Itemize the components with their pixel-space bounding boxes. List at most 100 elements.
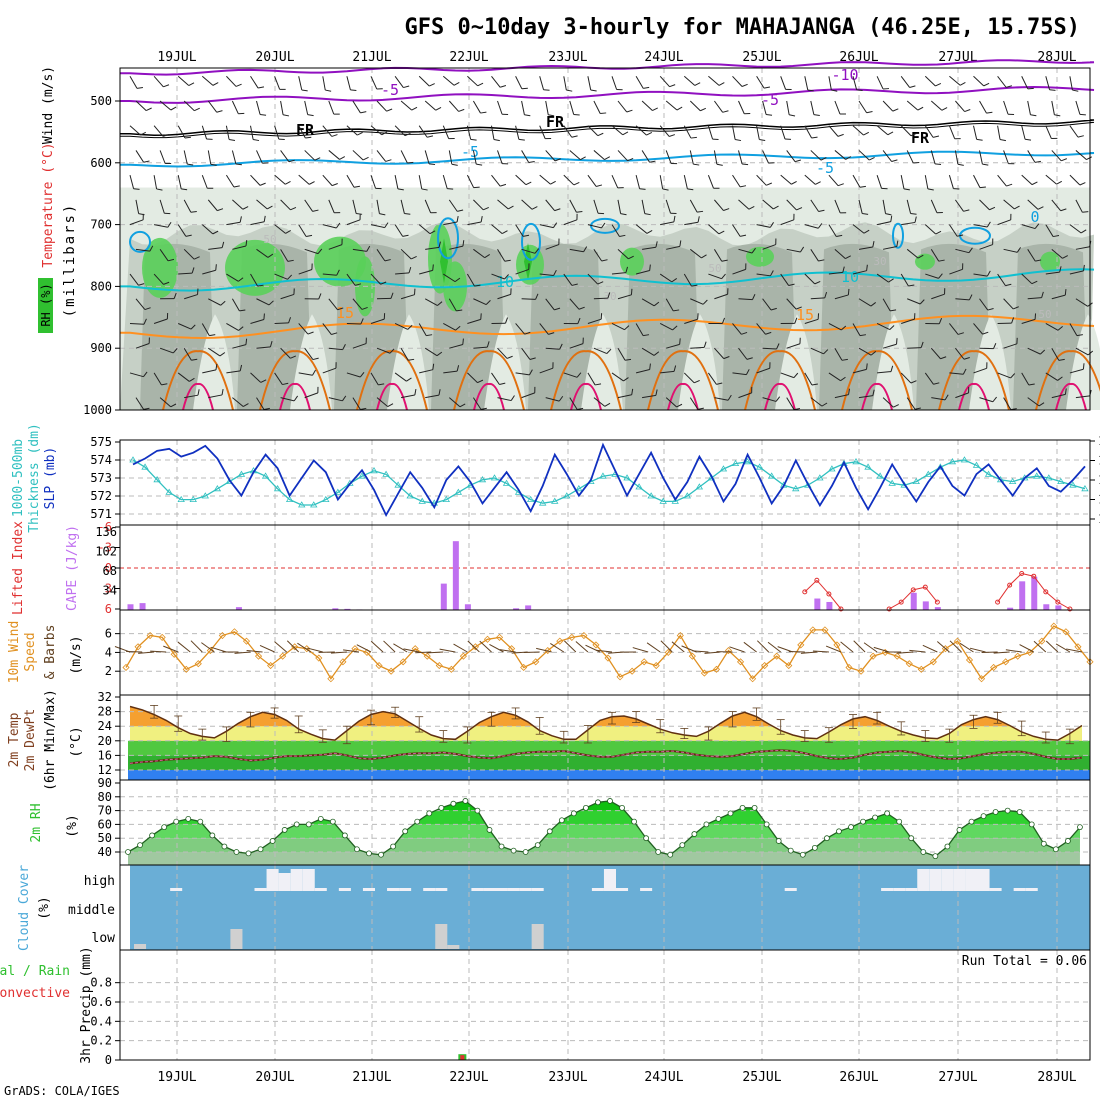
wind-barb	[1069, 270, 1084, 275]
thickness-marker	[189, 495, 197, 502]
wind-barb	[907, 347, 922, 349]
wind-barb-flag	[1083, 264, 1085, 271]
wind-barb	[322, 367, 337, 374]
contour-0-ring	[892, 222, 904, 249]
wind-barb	[930, 100, 943, 111]
wind-barb	[973, 273, 988, 277]
li-marker	[922, 584, 928, 590]
wind-barb	[250, 372, 262, 383]
wind-barb-flag	[842, 266, 845, 273]
wind-barb-flag	[920, 341, 924, 348]
wind-barb-flag	[331, 183, 338, 187]
wind-barb	[177, 125, 186, 139]
wind-barb-flag	[521, 87, 528, 90]
wind-barb	[883, 246, 897, 250]
wind-barb	[401, 394, 415, 399]
cloud-high-bar	[170, 888, 183, 891]
wind-barb	[280, 397, 295, 402]
wind-barb	[1027, 347, 1041, 355]
wind-barb	[1069, 76, 1073, 91]
thickness-marker	[659, 497, 667, 504]
wind-barb-flag	[421, 188, 428, 191]
wind-barb	[828, 271, 843, 275]
wind-barb-flag	[627, 157, 634, 162]
wind-barb-flag	[163, 84, 170, 88]
wind-barb	[611, 372, 624, 382]
rh2m-marker	[607, 798, 613, 804]
wind-barb	[930, 347, 941, 360]
wind10-speed-marker	[459, 652, 467, 660]
rh2m-marker	[269, 838, 276, 844]
thickness-marker	[237, 470, 246, 477]
thickness-marker	[876, 472, 884, 479]
wind-barb-flag	[429, 83, 435, 87]
cape-bar	[332, 608, 339, 610]
wind-barb-flag	[957, 163, 964, 166]
wind-barb	[906, 100, 919, 111]
wind-barb-flag	[655, 241, 658, 248]
wind-barb	[376, 199, 380, 214]
wind-barb	[1051, 100, 1055, 115]
wind-barb-flag	[284, 181, 291, 185]
wind-barb-flag	[317, 248, 323, 254]
wind-barb	[442, 175, 448, 189]
wind-barb	[948, 125, 956, 139]
wind-barb-flag	[458, 108, 465, 112]
wind10-barb	[873, 646, 890, 653]
wind-barb-flag	[845, 255, 851, 260]
rh-green-blob	[225, 239, 285, 296]
wind-barb-flag	[643, 86, 650, 89]
wind-barb	[346, 174, 355, 188]
rh2m-marker	[137, 842, 143, 848]
thick-label-c: SLP (mb)	[43, 447, 58, 510]
wind-barb-flag	[935, 82, 942, 87]
wind-barb-flag	[190, 210, 197, 213]
wind-barb-flag	[872, 240, 875, 248]
wind-barb-flag	[528, 161, 535, 163]
wind-barb-flag	[1028, 383, 1035, 386]
wind-barb-flag	[216, 110, 223, 113]
wind-barb	[370, 125, 383, 136]
wind-barb	[159, 199, 165, 214]
wind-barb	[1027, 100, 1031, 115]
upper-label-pressure: (millibars)	[62, 203, 78, 318]
wind-barb	[924, 224, 936, 235]
wind-barb-flag	[167, 258, 175, 262]
t2m-label-c: (6hr Min/Max)	[43, 689, 58, 791]
rh2m-marker	[619, 804, 625, 811]
wind-barb	[280, 100, 284, 115]
panel-frame	[119, 67, 1091, 411]
wind-barb	[1069, 368, 1084, 374]
wind-barb-flag	[1038, 402, 1045, 407]
li-marker	[898, 599, 904, 605]
wind-barb	[231, 100, 239, 114]
wind-barb	[587, 174, 597, 187]
thickness-marker	[695, 483, 704, 490]
thickness-marker	[852, 458, 860, 465]
wind-barb-flag	[940, 356, 947, 360]
wind-barb	[858, 395, 873, 399]
wind-barb-flag	[938, 273, 943, 279]
wind-barb	[424, 298, 438, 306]
wind-barb-flag	[504, 259, 511, 262]
wind10-barb	[729, 646, 745, 653]
wind-barb	[515, 125, 520, 140]
wind-barb-flag	[432, 264, 434, 271]
contour-label: 15	[796, 306, 814, 324]
wind-barb-flag	[193, 256, 200, 260]
rh2m-marker	[329, 818, 336, 825]
thickness-marker	[141, 463, 149, 470]
wind-barb	[1027, 397, 1040, 407]
wind-barb	[1075, 395, 1090, 399]
wind-barb-flag	[350, 89, 357, 92]
wind10-barb	[210, 646, 227, 653]
wind-barb	[231, 150, 237, 165]
wind-barb	[466, 273, 475, 287]
wind-barb-flag	[269, 340, 273, 347]
wind-barb	[828, 125, 839, 137]
wind-barb	[882, 150, 893, 162]
cloud-high-bar	[989, 888, 1002, 891]
cape-bar	[464, 604, 471, 610]
wind10-speed-marker	[1074, 643, 1082, 651]
